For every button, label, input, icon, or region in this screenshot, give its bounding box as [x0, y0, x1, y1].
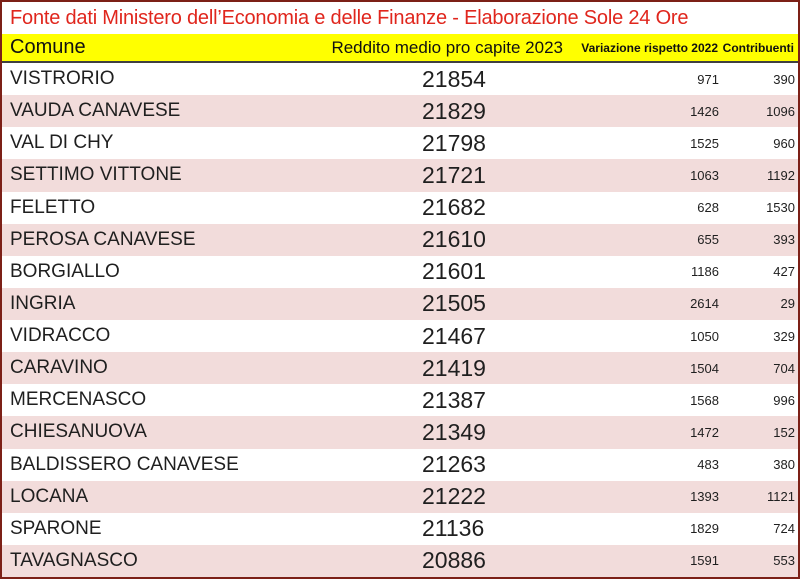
- cell-variazione: 1591: [690, 553, 719, 569]
- table-row: PEROSA CANAVESE 21610 655 393: [2, 223, 798, 256]
- cell-comune: FELETTO: [10, 196, 96, 218]
- cell-variazione: 1829: [690, 521, 719, 537]
- table-row: LOCANA 21222 1393 1121: [2, 480, 798, 513]
- cell-variazione: 655: [697, 232, 719, 248]
- cell-reddito: 21505: [422, 290, 486, 317]
- cell-reddito: 21682: [422, 194, 486, 221]
- cell-reddito: 21467: [422, 322, 486, 349]
- cell-comune: VAUDA CANAVESE: [10, 100, 181, 122]
- cell-variazione: 1063: [690, 167, 719, 183]
- table-row: MERCENASCO 21387 1568 996: [2, 384, 798, 417]
- table-row: SETTIMO VITTONE 21721 1063 1192: [2, 159, 798, 192]
- cell-comune: BALDISSERO CANAVESE: [10, 453, 239, 475]
- table-row: SPARONE 21136 1829 724: [2, 512, 798, 545]
- cell-reddito: 21721: [422, 161, 486, 188]
- cell-contribuenti: 380: [773, 457, 795, 473]
- cell-reddito: 20886: [422, 547, 486, 574]
- table-row: VISTRORIO 21854 971 390: [2, 63, 798, 96]
- cell-contribuenti: 1121: [767, 489, 795, 505]
- cell-comune: CHIESANUOVA: [10, 421, 147, 443]
- cell-contribuenti: 704: [773, 360, 795, 376]
- table-row: TAVAGNASCO 20886 1591 553: [2, 544, 798, 577]
- cell-variazione: 971: [697, 71, 719, 87]
- cell-variazione: 1504: [690, 360, 719, 376]
- table-row: INGRIA 21505 2614 29: [2, 287, 798, 320]
- cell-comune: VIDRACCO: [10, 325, 111, 347]
- cell-contribuenti: 960: [773, 135, 795, 151]
- cell-variazione: 1050: [690, 328, 719, 344]
- cell-reddito: 21854: [422, 65, 486, 92]
- header-variazione: Variazione rispetto 2022: [581, 40, 718, 55]
- cell-contribuenti: 427: [773, 264, 795, 280]
- cell-comune: VISTRORIO: [10, 68, 115, 90]
- table-header-row: Comune Reddito medio pro capite 2023 Var…: [2, 34, 798, 61]
- table-row: VIDRACCO 21467 1050 329: [2, 320, 798, 353]
- cell-reddito: 21601: [422, 258, 486, 285]
- cell-reddito: 21349: [422, 418, 486, 445]
- cell-variazione: 1186: [691, 264, 719, 280]
- cell-contribuenti: 996: [773, 392, 795, 408]
- cell-variazione: 1472: [690, 424, 719, 440]
- cell-comune: CARAVINO: [10, 357, 108, 379]
- table-row: FELETTO 21682 628 1530: [2, 191, 798, 224]
- table-row: CARAVINO 21419 1504 704: [2, 352, 798, 385]
- cell-comune: SPARONE: [10, 517, 102, 539]
- table-row: CHIESANUOVA 21349 1472 152: [2, 416, 798, 449]
- cell-comune: MERCENASCO: [10, 389, 147, 411]
- cell-contribuenti: 390: [773, 71, 795, 87]
- cell-reddito: 21387: [422, 386, 486, 413]
- cell-contribuenti: 553: [773, 553, 795, 569]
- cell-reddito: 21263: [422, 451, 486, 478]
- cell-contribuenti: 29: [780, 296, 795, 312]
- cell-reddito: 21829: [422, 97, 486, 124]
- cell-comune: SETTIMO VITTONE: [10, 164, 182, 186]
- table-row: VAL DI CHY 21798 1525 960: [2, 127, 798, 160]
- cell-comune: BORGIALLO: [10, 260, 120, 282]
- cell-comune: INGRIA: [10, 292, 76, 314]
- cell-variazione: 483: [697, 457, 719, 473]
- source-note-title: Fonte dati Ministero dell’Economia e del…: [2, 2, 798, 34]
- cell-variazione: 1393: [690, 489, 719, 505]
- header-reddito-medio: Reddito medio pro capite 2023: [331, 37, 563, 57]
- cell-contribuenti: 152: [773, 424, 795, 440]
- cell-comune: TAVAGNASCO: [10, 549, 138, 571]
- cell-reddito: 21222: [422, 483, 486, 510]
- header-contribuenti: Contribuenti: [722, 40, 794, 55]
- cell-variazione: 1568: [690, 392, 719, 408]
- cell-contribuenti: 1096: [766, 103, 795, 119]
- cell-reddito: 21419: [422, 354, 486, 381]
- cell-contribuenti: 393: [773, 232, 795, 248]
- cell-comune: PEROSA CANAVESE: [10, 228, 196, 250]
- cell-variazione: 2614: [690, 296, 719, 312]
- cell-reddito: 21136: [422, 515, 485, 542]
- cell-variazione: 1426: [690, 103, 719, 119]
- header-comune: Comune: [10, 36, 86, 58]
- table-row: BORGIALLO 21601 1186 427: [2, 255, 798, 288]
- cell-contribuenti: 1192: [767, 167, 795, 183]
- cell-reddito: 21798: [422, 129, 486, 156]
- cell-comune: LOCANA: [10, 485, 89, 507]
- table-row: BALDISSERO CANAVESE 21263 483 380: [2, 448, 798, 481]
- cell-variazione: 628: [697, 200, 719, 216]
- cell-variazione: 1525: [690, 135, 719, 151]
- header-separator-line: [2, 61, 798, 63]
- cell-comune: VAL DI CHY: [10, 132, 114, 154]
- cell-contribuenti: 329: [773, 328, 795, 344]
- cell-reddito: 21610: [422, 226, 486, 253]
- table-body: VISTRORIO 21854 971 390 VAUDA CANAVESE 2…: [2, 63, 798, 577]
- cell-contribuenti: 724: [773, 521, 795, 537]
- table-row: VAUDA CANAVESE 21829 1426 1096: [2, 95, 798, 128]
- cell-contribuenti: 1530: [766, 200, 795, 216]
